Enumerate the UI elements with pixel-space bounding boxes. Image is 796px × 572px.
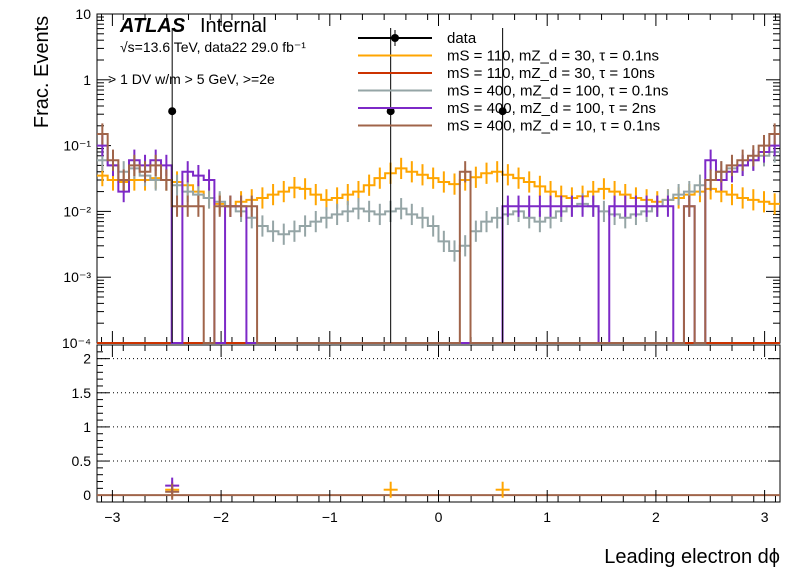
legend-label: mS = 110, mZ_d = 30, τ = 10ns [447, 65, 655, 82]
series-step-line [97, 150, 780, 253]
legend-entry: mS = 400, mZ_d = 100, τ = 2ns [358, 100, 656, 117]
main-panel: 10⁻⁴ 10⁻³ 10⁻² 10⁻¹ 1 10 [62, 6, 781, 351]
atlas-status: Internal [200, 15, 267, 37]
series-4 [97, 123, 780, 344]
y-tick-label: 10⁻⁴ [62, 335, 91, 351]
series-step-line [97, 133, 780, 344]
ratio-y-tick-label: 0 [83, 487, 91, 503]
legend-entry: mS = 110, mZ_d = 30, τ = 0.1ns [358, 48, 659, 65]
series-step-line [97, 167, 780, 208]
ratio-panel: 0 0.5 1 1.5 2 −3 −2 −1 0 1 2 3 [72, 344, 781, 525]
legend-label: mS = 110, mZ_d = 30, τ = 0.1ns [447, 48, 659, 65]
x-tick-label: −2 [213, 509, 229, 525]
x-tick-label: 2 [652, 509, 660, 525]
y-axis-label: Frac. Events [31, 16, 53, 128]
selection-label: > 1 DV w/m > 5 GeV, >=2e [108, 71, 275, 87]
legend-label: data [447, 30, 477, 47]
y-tick-label: 1 [83, 72, 91, 88]
x-tick-label: 1 [543, 509, 551, 525]
data-point [386, 107, 395, 116]
y-tick-label: 10⁻¹ [63, 138, 91, 154]
x-tick-label: 0 [435, 509, 443, 525]
legend-entry: mS = 400, mZ_d = 100, τ = 0.1ns [358, 83, 668, 100]
ratio-y-tick-label: 1.5 [72, 385, 92, 401]
x-tick-label: 3 [761, 509, 769, 525]
atlas-brand: ATLAS [119, 15, 186, 37]
legend-label: mS = 400, mZ_d = 10, τ = 0.1ns [447, 118, 660, 135]
series-0 [97, 157, 780, 217]
ratio-y-tick-label: 0.5 [72, 453, 92, 469]
legend-label: mS = 400, mZ_d = 100, τ = 0.1ns [447, 83, 668, 100]
x-axis-label: Leading electron dϕ [604, 546, 780, 568]
ratio-y-tick-label: 1 [83, 419, 91, 435]
legend-entry: mS = 110, mZ_d = 30, τ = 10ns [358, 65, 655, 82]
ratio-frame [96, 344, 781, 503]
data-point [168, 107, 177, 116]
y-tick-label: 10⁻² [63, 203, 91, 219]
energy-lumi-label: √s=13.6 TeV, data22 29.0 fb⁻¹ [120, 39, 306, 55]
data-point [498, 107, 507, 116]
x-tick-label: −3 [104, 509, 120, 525]
ratio-y-tick-label: 2 [83, 351, 91, 367]
x-tick-label: −1 [322, 509, 338, 525]
series-2 [97, 141, 780, 262]
legend-entry: data [358, 30, 477, 47]
series-step-line [97, 144, 780, 344]
legend-entry: mS = 400, mZ_d = 10, τ = 0.1ns [358, 118, 660, 135]
y-tick-label: 10 [75, 6, 91, 22]
y-tick-label: 10⁻³ [63, 269, 91, 285]
legend-label: mS = 400, mZ_d = 100, τ = 2ns [447, 100, 656, 117]
